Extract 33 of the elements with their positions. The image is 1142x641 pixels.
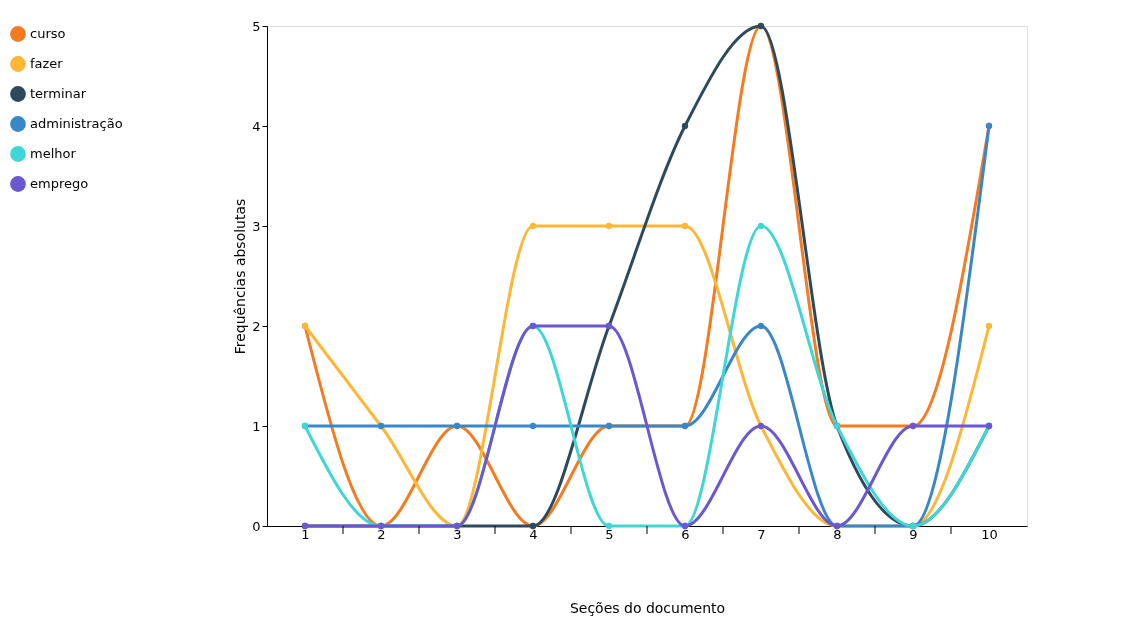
y-tick-label: 5 [252, 18, 261, 34]
x-tick-label: 4 [529, 526, 538, 542]
x-tick-label: 7 [757, 526, 766, 542]
legend-label: fazer [30, 56, 64, 71]
legend-label: terminar [30, 86, 87, 101]
x-tick-label: 1 [301, 526, 310, 542]
x-axis-title: Seções do documento [569, 599, 726, 616]
x-tick-label: 10 [981, 526, 998, 542]
y-tick-label: 1 [252, 418, 261, 434]
y-tick-label: 0 [252, 518, 261, 534]
x-tick-label: 3 [453, 526, 462, 542]
x-tick-label: 6 [681, 526, 690, 542]
point [757, 222, 765, 230]
y-tick-label: 2 [252, 318, 261, 334]
y-tick-label: 3 [252, 218, 261, 234]
point [605, 222, 613, 230]
point [681, 222, 689, 230]
x-tick-label: 5 [605, 526, 614, 542]
legend-label: melhor [30, 146, 77, 161]
point [529, 222, 537, 230]
point [681, 122, 689, 130]
x-tick-label: 2 [377, 526, 386, 542]
y-axis-title: Frequências absolutas [232, 198, 249, 355]
point [985, 322, 993, 330]
x-tick-label: 8 [833, 526, 842, 542]
y-tick-label: 4 [252, 118, 261, 134]
x-tick-label: 9 [909, 526, 918, 542]
legend-label: curso [30, 26, 66, 41]
legend-label: administração [30, 116, 123, 131]
legend-label: emprego [30, 176, 89, 191]
point [605, 522, 613, 530]
point [757, 322, 765, 330]
point [529, 422, 537, 430]
